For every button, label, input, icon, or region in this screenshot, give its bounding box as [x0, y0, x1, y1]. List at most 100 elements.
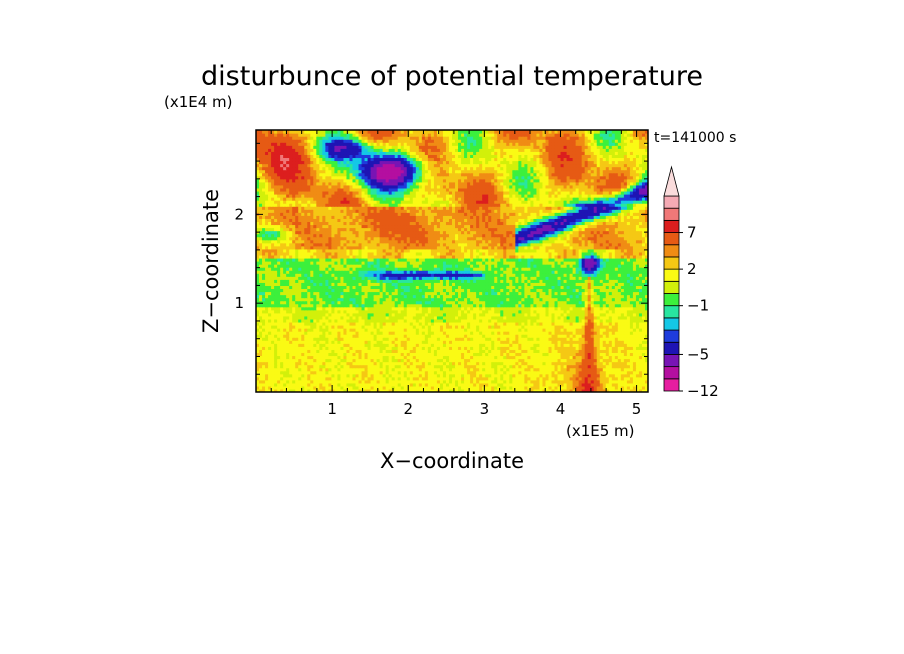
heatmap-cell	[307, 385, 311, 390]
heatmap-cell	[626, 334, 631, 338]
heatmap-cell	[325, 361, 329, 366]
heatmap-cell	[521, 300, 525, 305]
heatmap-cell	[379, 352, 384, 357]
heatmap-cell	[412, 328, 417, 332]
heatmap-cell	[304, 288, 308, 293]
heatmap-cell	[433, 303, 438, 308]
heatmap-cell	[563, 331, 568, 335]
heatmap-cell	[397, 376, 402, 381]
heatmap-cell	[442, 288, 447, 293]
heatmap-cell	[575, 294, 580, 299]
heatmap-cell	[500, 340, 504, 344]
heatmap-cell	[584, 297, 589, 302]
heatmap-cell	[265, 334, 269, 338]
heatmap-cell	[448, 309, 453, 314]
heatmap-cell	[436, 373, 441, 378]
heatmap-cell	[400, 312, 405, 317]
heatmap-cell	[608, 306, 613, 311]
heatmap-cell	[349, 324, 354, 329]
heatmap-cell	[479, 388, 483, 392]
heatmap-cell	[358, 288, 363, 293]
heatmap-cell	[322, 343, 326, 347]
heatmap-cell	[545, 309, 550, 314]
heatmap-cell	[464, 312, 468, 317]
heatmap-cell	[361, 273, 366, 277]
heatmap-cell	[536, 370, 541, 375]
heatmap-cell	[530, 318, 535, 323]
heatmap-cell	[412, 364, 417, 369]
heatmap-cell	[593, 388, 598, 392]
heatmap-cell	[334, 312, 339, 317]
heatmap-cell	[445, 370, 450, 375]
heatmap-cell	[500, 385, 504, 390]
heatmap-cell	[316, 282, 320, 286]
heatmap-cell	[373, 291, 378, 296]
heatmap-cell	[638, 340, 643, 344]
heatmap-cell	[569, 346, 574, 350]
heatmap-cell	[316, 324, 320, 329]
heatmap-cell	[569, 303, 574, 308]
heatmap-cell	[391, 276, 396, 280]
heatmap-cell	[551, 309, 556, 314]
heatmap-cell	[298, 355, 302, 360]
heatmap-cell	[602, 361, 607, 366]
heatmap-cell	[542, 282, 547, 286]
heatmap-cell	[569, 276, 574, 280]
heatmap-cell	[629, 309, 634, 314]
heatmap-cell	[611, 352, 616, 357]
heatmap-cell	[262, 349, 266, 353]
heatmap-cell	[452, 318, 456, 323]
heatmap-cell	[274, 297, 278, 302]
heatmap-cell	[539, 349, 544, 353]
heatmap-cell	[376, 352, 381, 357]
heatmap-cell	[572, 306, 577, 311]
heatmap-cell	[569, 382, 574, 387]
heatmap-cell	[473, 388, 477, 392]
heatmap-cell	[575, 373, 580, 378]
heatmap-cell	[421, 343, 426, 347]
heatmap-cell	[325, 337, 329, 341]
heatmap-cell	[274, 358, 278, 363]
heatmap-cell	[455, 279, 459, 283]
heatmap-cell	[298, 312, 302, 317]
heatmap-cell	[473, 385, 477, 390]
heatmap-cell	[283, 337, 287, 341]
heatmap-cell	[482, 318, 486, 323]
heatmap-cell	[476, 318, 480, 323]
heatmap-cell	[635, 300, 640, 305]
heatmap-cell	[283, 324, 287, 329]
heatmap-cell	[295, 321, 299, 326]
heatmap-cell	[274, 276, 278, 280]
heatmap-cell	[512, 361, 516, 366]
heatmap-cell	[473, 367, 477, 372]
heatmap-cell	[623, 376, 628, 381]
heatmap-cell	[295, 328, 299, 332]
heatmap-cell	[611, 337, 616, 341]
heatmap-cell	[575, 285, 580, 290]
heatmap-cell	[280, 355, 284, 360]
heatmap-cell	[382, 373, 387, 378]
heatmap-cell	[376, 315, 381, 320]
heatmap-cell	[307, 324, 311, 329]
heatmap-cell	[442, 285, 447, 290]
heatmap-cell	[614, 355, 619, 360]
heatmap-cell	[283, 318, 287, 323]
heatmap-cell	[524, 337, 528, 341]
heatmap-cell	[448, 315, 453, 320]
heatmap-cell	[509, 282, 513, 286]
heatmap-cell	[388, 376, 393, 381]
heatmap-cell	[448, 367, 453, 372]
heatmap-cell	[448, 352, 453, 357]
heatmap-cell	[271, 279, 275, 283]
heatmap-cell	[289, 312, 293, 317]
heatmap-cell	[271, 309, 275, 314]
heatmap-cell	[539, 343, 544, 347]
heatmap-cell	[316, 331, 320, 335]
heatmap-cell	[373, 309, 378, 314]
heatmap-cell	[545, 276, 550, 280]
heatmap-cell	[635, 364, 640, 369]
heatmap-cell	[343, 364, 348, 369]
heatmap-cell	[349, 279, 354, 283]
heatmap-cell	[608, 340, 613, 344]
heatmap-cell	[473, 334, 477, 338]
